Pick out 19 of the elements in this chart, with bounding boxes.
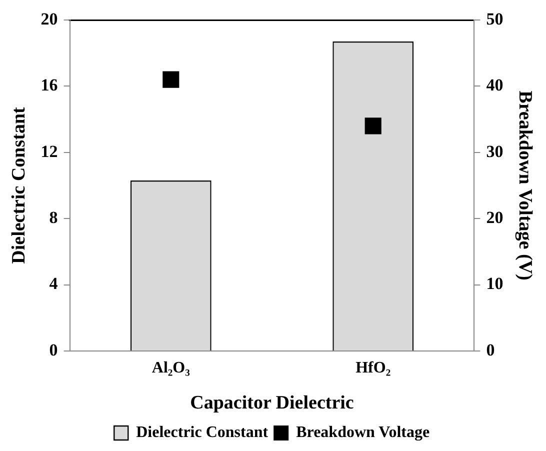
y2-tick-label: 10 — [486, 274, 504, 294]
y2-axis-title: Breakdown Voltage (V) — [514, 90, 536, 280]
y2-tick-label: 0 — [486, 340, 495, 360]
x-axis-title: Capacitor Dielectric — [190, 392, 354, 414]
y-tick-label: 16 — [40, 76, 58, 95]
y-tick-label: 8 — [49, 208, 58, 227]
y2-tick-label: 30 — [486, 142, 504, 161]
y-tick-label: 4 — [49, 274, 58, 294]
y2-tick-label: 20 — [486, 208, 504, 227]
legend-label: Dielectric Constant — [136, 424, 269, 442]
y-axis-title: Dielectric Constant — [8, 106, 30, 264]
y2-tick-label: 40 — [486, 76, 504, 95]
y-tick-label: 12 — [40, 142, 58, 161]
x-tick-label: HfO₂ — [356, 360, 391, 377]
x-tick-label: Al₂O₃ — [152, 360, 190, 377]
y-tick-label: 0 — [49, 340, 58, 360]
y-tick-label: 20 — [40, 9, 58, 28]
y2-tick-label: 50 — [486, 9, 504, 28]
legend-label: Breakdown Voltage — [296, 424, 430, 442]
